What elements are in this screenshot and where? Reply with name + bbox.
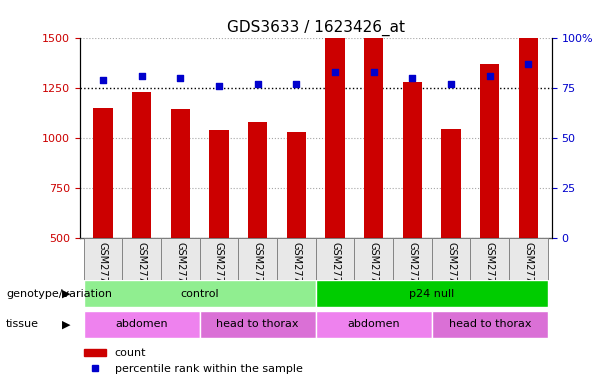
Text: GSM277412: GSM277412 xyxy=(253,242,262,301)
Point xyxy=(253,81,262,88)
Bar xyxy=(122,238,161,307)
Point xyxy=(98,77,108,83)
Text: GSM277415: GSM277415 xyxy=(369,242,379,301)
Bar xyxy=(480,65,500,238)
Bar xyxy=(209,130,229,238)
Text: GSM277411: GSM277411 xyxy=(214,242,224,301)
Text: GSM277417: GSM277417 xyxy=(446,242,456,301)
Point xyxy=(137,73,147,79)
Text: GSM277410: GSM277410 xyxy=(175,242,185,301)
Bar xyxy=(509,238,548,307)
Text: GSM277414: GSM277414 xyxy=(330,242,340,301)
Text: p24 null: p24 null xyxy=(409,289,454,299)
Text: genotype/variation: genotype/variation xyxy=(6,289,112,299)
Text: head to thorax: head to thorax xyxy=(216,319,299,329)
Legend: count, percentile rank within the sample: count, percentile rank within the sample xyxy=(79,344,307,379)
Bar xyxy=(393,238,432,307)
Point xyxy=(408,75,417,81)
Text: ▶: ▶ xyxy=(62,319,70,329)
Bar xyxy=(238,238,277,307)
Text: ▶: ▶ xyxy=(62,289,70,299)
Text: GSM277418: GSM277418 xyxy=(485,242,495,301)
Point xyxy=(369,69,379,75)
Point xyxy=(330,69,340,75)
Bar xyxy=(326,12,345,238)
Bar xyxy=(316,280,548,307)
Bar xyxy=(403,82,422,238)
Bar xyxy=(200,311,316,338)
Point xyxy=(524,61,533,68)
Text: GSM277409: GSM277409 xyxy=(137,242,147,301)
Point xyxy=(214,83,224,89)
Bar xyxy=(519,0,538,238)
Text: control: control xyxy=(180,289,219,299)
Bar xyxy=(83,238,122,307)
Bar xyxy=(83,311,200,338)
Text: abdomen: abdomen xyxy=(115,319,168,329)
Bar xyxy=(132,92,151,238)
Bar xyxy=(93,108,113,238)
Text: tissue: tissue xyxy=(6,319,39,329)
Text: GSM277419: GSM277419 xyxy=(524,242,533,301)
Text: GSM277408: GSM277408 xyxy=(98,242,108,301)
Bar xyxy=(441,129,461,238)
Bar xyxy=(316,311,432,338)
Text: GSM277413: GSM277413 xyxy=(291,242,302,301)
Bar xyxy=(200,238,238,307)
Point xyxy=(446,81,456,88)
Point xyxy=(175,75,185,81)
Bar xyxy=(83,280,316,307)
Text: head to thorax: head to thorax xyxy=(449,319,531,329)
Bar xyxy=(316,238,354,307)
Point xyxy=(291,81,301,88)
Bar xyxy=(277,238,316,307)
Bar xyxy=(432,311,548,338)
Bar xyxy=(364,7,383,238)
Point xyxy=(485,73,495,79)
Bar xyxy=(470,238,509,307)
Text: GSM277416: GSM277416 xyxy=(408,242,417,301)
Bar xyxy=(161,238,200,307)
Bar xyxy=(248,122,267,238)
Title: GDS3633 / 1623426_at: GDS3633 / 1623426_at xyxy=(227,20,405,36)
Bar xyxy=(432,238,470,307)
Bar xyxy=(287,132,306,238)
Bar xyxy=(170,109,190,238)
Bar xyxy=(354,238,393,307)
Text: abdomen: abdomen xyxy=(348,319,400,329)
